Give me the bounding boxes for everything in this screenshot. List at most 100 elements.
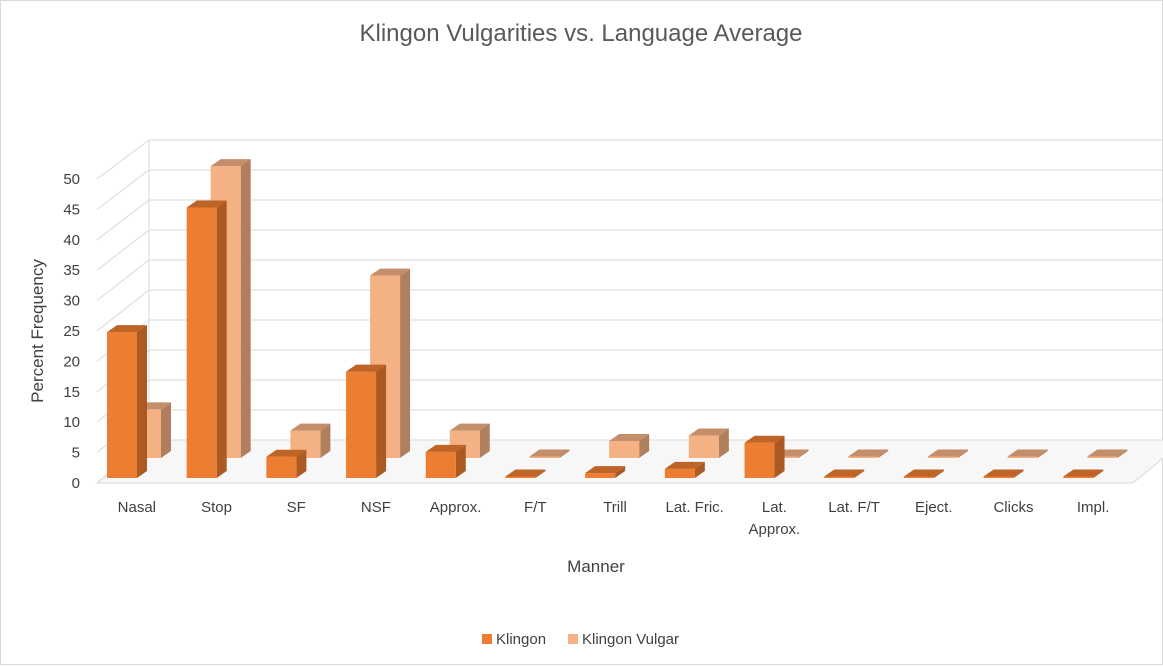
- x-tick-label: Lat. F/T: [828, 499, 880, 516]
- bar-top: [266, 449, 307, 457]
- gridline-side: [96, 259, 150, 301]
- bar-klingon-vulgar: [609, 433, 650, 458]
- bar-top: [370, 268, 411, 276]
- bar-side: [535, 469, 546, 478]
- bar-side: [615, 466, 626, 478]
- bar-klingon: [1063, 469, 1104, 478]
- x-tick-line: Approx.: [749, 521, 801, 538]
- gridline-side: [96, 169, 150, 210]
- legend[interactable]: Klingon Klingon Vulgar: [482, 631, 679, 648]
- bar-side: [878, 449, 889, 458]
- x-tick-line: SF: [287, 499, 306, 516]
- bar-front: [848, 456, 879, 458]
- bar-side: [774, 435, 785, 478]
- bar-top: [609, 433, 650, 441]
- gridlines: [96, 139, 1163, 484]
- bar-front: [903, 476, 934, 478]
- x-tick-line: Clicks: [993, 499, 1033, 516]
- bar-klingon: [824, 469, 865, 478]
- bar-klingon-vulgar: [927, 449, 968, 458]
- bar-front: [1007, 456, 1038, 458]
- bar-top: [1087, 449, 1128, 457]
- bar-top: [290, 423, 331, 431]
- legend-label: Klingon: [496, 631, 546, 648]
- x-tick-label: Nasal: [118, 499, 156, 516]
- bar-side: [479, 423, 490, 458]
- bar-top: [824, 469, 865, 477]
- bar-front: [688, 435, 719, 458]
- bar-top: [425, 444, 466, 452]
- chart-title: Klingon Vulgarities vs. Language Average: [360, 20, 803, 47]
- bar-side: [1093, 469, 1104, 478]
- bar-klingon-vulgar: [688, 428, 729, 458]
- x-axis-title: Manner: [567, 557, 625, 576]
- legend-swatch: [482, 634, 492, 644]
- bar-side: [240, 159, 251, 458]
- bar-front: [927, 456, 958, 458]
- bar-klingon: [983, 469, 1024, 478]
- bar-top: [927, 449, 968, 457]
- bar-side: [957, 449, 968, 458]
- gridline-side: [96, 139, 150, 180]
- bar-side: [1117, 449, 1128, 458]
- x-tick-label: NSF: [361, 499, 391, 516]
- y-tick-label: 20: [63, 353, 80, 370]
- legend-label: Klingon Vulgar: [582, 631, 679, 648]
- y-axis-ticks: 0 5 10 15 20 25 30 35 40 45 50: [63, 171, 80, 492]
- bar-side: [320, 423, 331, 458]
- bar-klingon-vulgar: [848, 449, 889, 458]
- x-tick-line: Approx.: [430, 499, 482, 516]
- x-tick-label: Lat. Fric.: [666, 499, 724, 516]
- bar-klingon-vulgar: [449, 423, 490, 458]
- bar-front: [529, 456, 560, 458]
- bar-top: [1063, 469, 1104, 477]
- bar-side: [559, 449, 570, 458]
- x-tick-line: Eject.: [915, 499, 953, 516]
- y-tick-label: 5: [72, 445, 80, 462]
- bars: [107, 159, 1128, 478]
- bar-top: [1007, 449, 1048, 457]
- bar-front: [505, 476, 536, 478]
- legend-swatch: [568, 634, 578, 644]
- bar-top: [983, 469, 1024, 477]
- bar-side: [161, 402, 171, 458]
- bar-front: [266, 456, 297, 478]
- x-tick-line: Stop: [201, 499, 232, 516]
- y-tick-label: 40: [63, 232, 80, 249]
- bar-front: [824, 476, 855, 478]
- bar-top: [505, 469, 546, 477]
- bar-side: [694, 461, 705, 478]
- gridline-side: [96, 229, 150, 271]
- bar-top: [688, 428, 729, 436]
- bar-side: [400, 268, 411, 458]
- bar-side: [455, 444, 466, 478]
- bar-klingon-vulgar: [1007, 449, 1048, 458]
- x-tick-label: F/T: [524, 499, 547, 516]
- x-tick-label: Stop: [201, 499, 232, 516]
- bar-top: [346, 364, 387, 372]
- bar-front: [107, 332, 137, 478]
- bar-klingon: [107, 325, 147, 478]
- bar-front: [186, 207, 217, 478]
- y-tick-label: 35: [63, 262, 80, 279]
- x-tick-line: Impl.: [1077, 499, 1110, 516]
- y-tick-label: 10: [63, 414, 80, 431]
- gridline-side: [96, 289, 150, 332]
- bar-top: [107, 325, 147, 333]
- bar-klingon: [346, 364, 387, 478]
- bar-front: [609, 440, 640, 458]
- bar-side: [854, 469, 865, 478]
- x-tick-label: Lat. Approx.: [749, 499, 801, 538]
- bar-side: [1037, 449, 1048, 458]
- bar-front: [664, 468, 695, 478]
- x-tick-line: Lat.: [762, 499, 787, 516]
- x-tick-label: Clicks: [993, 499, 1033, 516]
- bar-side: [639, 433, 650, 458]
- bar-side: [296, 449, 307, 478]
- x-tick-line: F/T: [524, 499, 547, 516]
- bar-klingon: [425, 444, 466, 478]
- x-tick-line: Lat. Fric.: [666, 499, 724, 516]
- gridline-side: [96, 199, 150, 241]
- bar-front: [983, 476, 1014, 478]
